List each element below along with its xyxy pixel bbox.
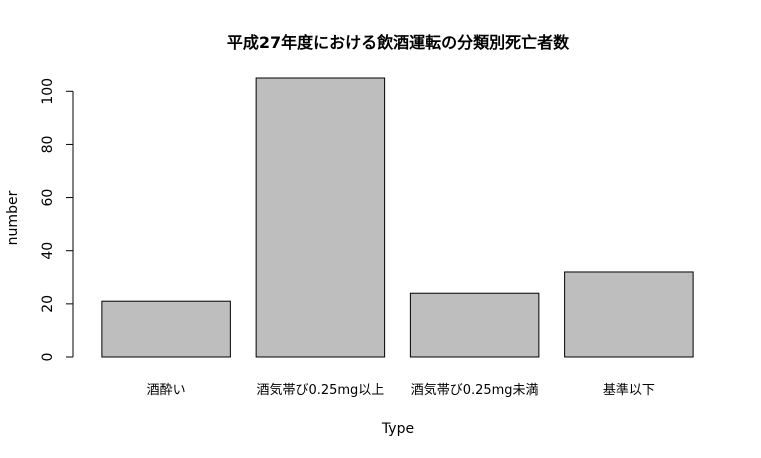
y-tick-label: 100 — [40, 78, 56, 105]
x-category-label: 酒気帯び0.25mg以上 — [256, 382, 384, 398]
bar-1 — [255, 77, 386, 358]
y-tick-label: 80 — [40, 136, 56, 154]
y-tick-label: 60 — [40, 189, 56, 207]
x-axis-label: Type — [381, 421, 414, 437]
chart-title: 平成27年度における飲酒運転の分類別死亡者数 — [227, 33, 570, 52]
x-category-label: 酒酔い — [147, 383, 186, 398]
x-category-label: 酒気帯び0.25mg未満 — [411, 382, 539, 398]
bars — [101, 77, 694, 358]
y-tick-label: 20 — [40, 295, 56, 313]
y-tick-label: 40 — [40, 242, 56, 260]
x-category-label: 基準以下 — [603, 382, 655, 398]
y-axis: 0 20 40 60 80 100 — [40, 78, 74, 362]
bar-2 — [409, 292, 540, 358]
y-axis-label: number — [5, 190, 21, 245]
bar-3 — [564, 271, 694, 358]
y-tick-label: 0 — [40, 353, 56, 362]
bar-0 — [101, 300, 231, 358]
category-labels: 酒酔い 酒気帯び0.25mg以上 酒気帯び0.25mg未満 基準以下 — [147, 382, 655, 398]
